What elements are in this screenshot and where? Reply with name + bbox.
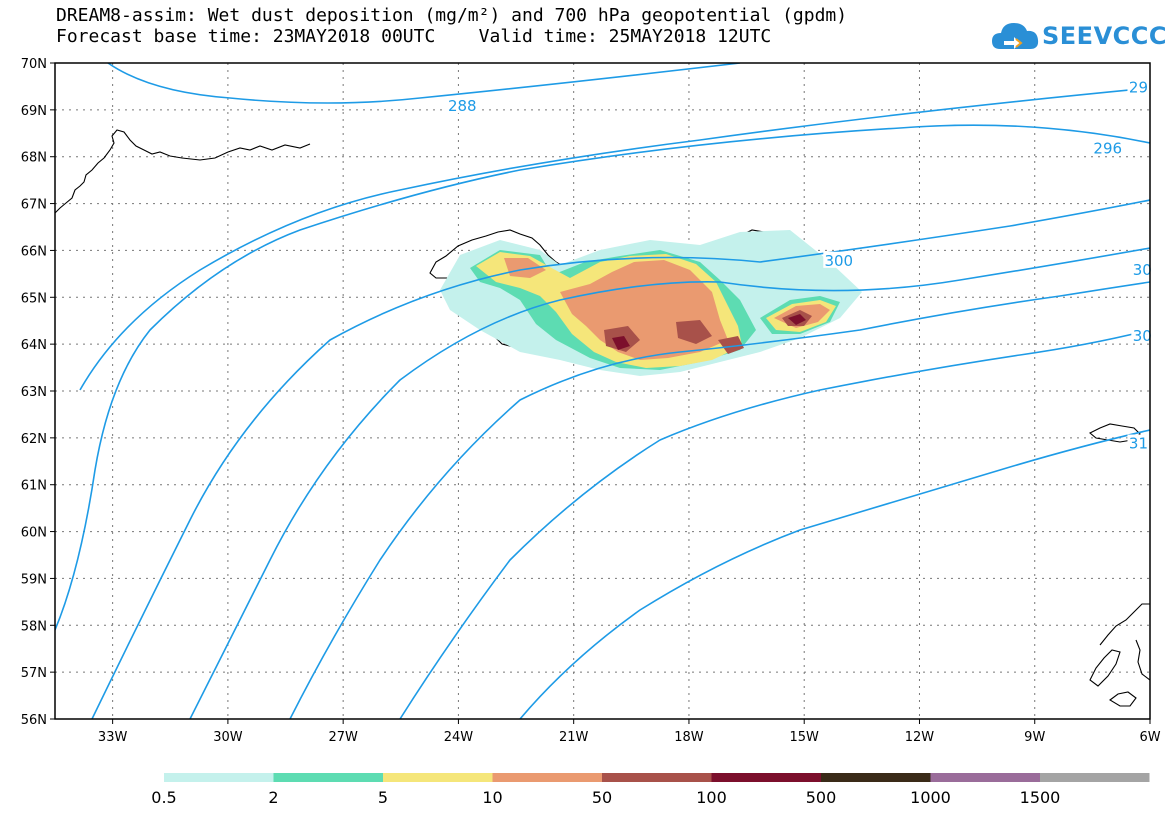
forecast-times: Forecast base time: 23MAY2018 00UTC Vali… — [56, 26, 772, 47]
cloud-icon — [992, 23, 1039, 49]
lat-tick-label: 70N — [21, 57, 47, 72]
lon-tick-label: 6W — [1139, 730, 1160, 745]
hebrides-coast — [1089, 649, 1121, 687]
contour-label-background — [1127, 434, 1150, 451]
lat-tick-label: 57N — [21, 666, 47, 681]
contour-labels: 288 29 296 300 30 30 31 — [446, 78, 1154, 453]
contour-304 — [189, 247, 1150, 719]
contour-label-background — [446, 97, 478, 114]
contour-label: 30 — [1133, 261, 1152, 279]
lon-tick-label: 24W — [444, 730, 474, 745]
legend-label: 5 — [378, 788, 388, 807]
contour-label-background — [823, 251, 855, 268]
legend-swatch — [602, 773, 712, 782]
contour-300 — [91, 199, 1150, 719]
legend-label: 10 — [482, 788, 502, 807]
longitude-axis: 33W 30W 27W 24W 21W 18W 15W 12W 9W 6W — [98, 719, 1161, 745]
legend-swatch — [273, 773, 383, 782]
scotland-mainland-coast — [1135, 639, 1150, 681]
lat-tick-label: 64N — [21, 338, 47, 353]
lon-tick-label: 27W — [328, 730, 358, 745]
legend-swatch — [164, 773, 274, 782]
greenland-coast — [55, 129, 311, 214]
lat-tick-label: 68N — [21, 151, 47, 166]
map-title: DREAM8-assim: Wet dust deposition (mg/m²… — [56, 5, 848, 26]
lat-tick-label: 65N — [21, 291, 47, 306]
contour-label-background — [1131, 326, 1154, 343]
legend-swatch — [930, 773, 1040, 782]
lat-tick-label: 56N — [21, 713, 47, 728]
logo-text: SEEVCCC — [1042, 22, 1167, 50]
contour-label: 31 — [1129, 435, 1148, 453]
contour-label: 288 — [448, 97, 477, 115]
coastlines — [55, 129, 1150, 707]
legend-label: 1000 — [910, 788, 951, 807]
legend-label: 1500 — [1020, 788, 1061, 807]
lat-tick-label: 69N — [21, 104, 47, 119]
contour-296 — [55, 124, 1150, 631]
contour-312 — [399, 329, 1150, 719]
contour-288 — [107, 63, 741, 104]
contour-label: 296 — [1093, 139, 1122, 157]
legend-label: 100 — [696, 788, 727, 807]
legend-label: 500 — [806, 788, 837, 807]
hebrides-south-coast — [1109, 691, 1137, 707]
lon-tick-label: 18W — [674, 730, 704, 745]
lon-tick-label: 9W — [1024, 730, 1045, 745]
contour-292 — [79, 87, 1150, 391]
lon-tick-label: 33W — [98, 730, 128, 745]
legend-swatch — [821, 773, 931, 782]
legend-swatch — [492, 773, 602, 782]
contour-316 — [519, 429, 1150, 719]
seevccc-logo: SEEVCCC — [990, 17, 1170, 57]
lat-tick-label: 67N — [21, 198, 47, 213]
lat-tick-label: 66N — [21, 244, 47, 259]
contour-label-background — [1092, 139, 1124, 156]
legend-label: 2 — [268, 788, 278, 807]
faroe-coast — [1089, 423, 1141, 443]
contour-label-background — [1131, 261, 1154, 278]
contour-308 — [289, 281, 1150, 719]
lat-tick-label: 63N — [21, 385, 47, 400]
dust-deposition-field — [440, 230, 862, 376]
lon-tick-label: 30W — [213, 730, 243, 745]
lat-tick-label: 59N — [21, 572, 47, 587]
legend-swatch — [383, 773, 493, 782]
contour-label: 300 — [824, 252, 853, 270]
lat-tick-label: 62N — [21, 432, 47, 447]
lon-tick-label: 15W — [790, 730, 820, 745]
legend-swatch — [711, 773, 821, 782]
scotland-coast — [1099, 603, 1150, 646]
contour-label: 29 — [1129, 78, 1148, 96]
lat-tick-label: 60N — [21, 526, 47, 541]
legend-label: 50 — [592, 788, 612, 807]
contour-label: 30 — [1133, 327, 1152, 345]
legend-label: 0.5 — [151, 788, 176, 807]
lat-tick-label: 61N — [21, 479, 47, 494]
geopotential-contours — [55, 63, 1150, 719]
graticule — [55, 63, 1150, 719]
lon-tick-label: 12W — [905, 730, 935, 745]
lon-tick-label: 21W — [559, 730, 589, 745]
latitude-axis: 56N 57N 58N 59N 60N 61N 62N 63N 64N 65N 66N 67N 68N 6… — [21, 57, 55, 728]
legend-swatch — [1040, 773, 1150, 782]
contour-label-background — [1127, 78, 1150, 95]
lat-tick-label: 58N — [21, 619, 47, 634]
color-legend: 0.5 2 5 10 50 100 500 1000 1500 — [151, 773, 1150, 807]
